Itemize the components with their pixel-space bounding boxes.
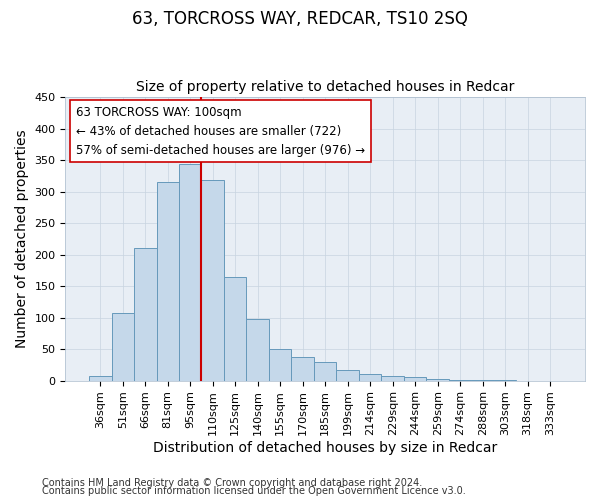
Text: 63 TORCROSS WAY: 100sqm
← 43% of detached houses are smaller (722)
57% of semi-d: 63 TORCROSS WAY: 100sqm ← 43% of detache… (76, 106, 365, 156)
X-axis label: Distribution of detached houses by size in Redcar: Distribution of detached houses by size … (153, 441, 497, 455)
Bar (134, 248, 157, 380)
Bar (292, 358, 314, 380)
Bar (269, 349, 292, 380)
Bar (247, 319, 269, 380)
Bar (157, 182, 179, 380)
Bar (89, 376, 112, 380)
Title: Size of property relative to detached houses in Redcar: Size of property relative to detached ho… (136, 80, 514, 94)
Bar (179, 164, 202, 380)
Text: Contains public sector information licensed under the Open Government Licence v3: Contains public sector information licen… (42, 486, 466, 496)
Y-axis label: Number of detached properties: Number of detached properties (15, 130, 29, 348)
Bar (112, 313, 134, 380)
Bar (337, 370, 359, 380)
Bar (202, 180, 224, 380)
Bar (314, 362, 337, 380)
Bar (404, 378, 427, 380)
Text: 63, TORCROSS WAY, REDCAR, TS10 2SQ: 63, TORCROSS WAY, REDCAR, TS10 2SQ (132, 10, 468, 28)
Bar (224, 276, 247, 380)
Bar (382, 376, 404, 380)
Text: Contains HM Land Registry data © Crown copyright and database right 2024.: Contains HM Land Registry data © Crown c… (42, 478, 422, 488)
Bar (359, 374, 382, 380)
